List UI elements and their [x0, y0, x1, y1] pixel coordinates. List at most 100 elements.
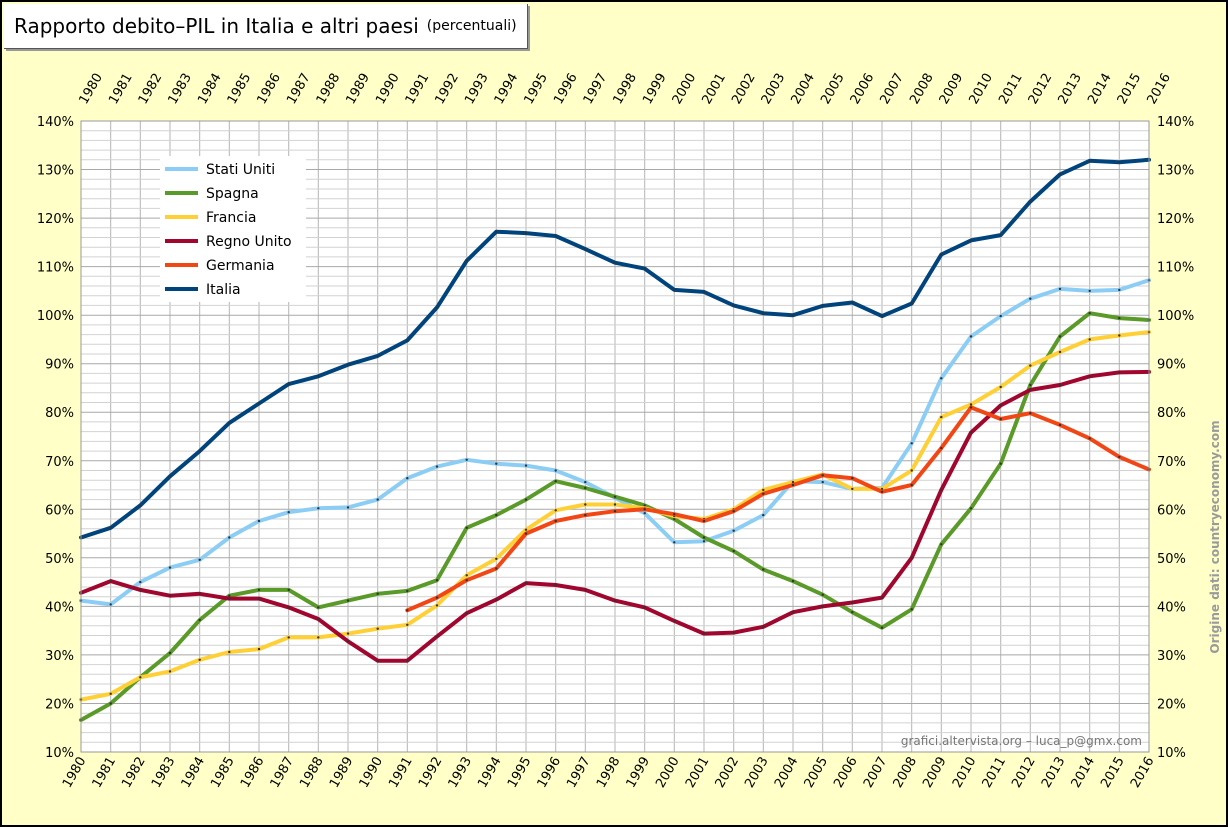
x-tick-label-bottom: 1982	[119, 755, 149, 791]
data-point-spagna	[317, 606, 320, 609]
legend-label: Regno Unito	[206, 234, 292, 250]
data-point-spagna	[109, 702, 112, 705]
data-point-spagna	[228, 594, 231, 597]
x-tick-label-bottom: 2008	[891, 755, 921, 791]
data-point-italia	[406, 339, 409, 342]
x-tick-label-bottom: 2007	[861, 755, 891, 791]
data-point-italia	[999, 233, 1002, 237]
x-tick-label-top: 1991	[403, 71, 433, 107]
data-point-regno-unito	[287, 606, 290, 609]
data-point-stati-uniti	[376, 498, 379, 501]
data-point-germania	[999, 417, 1002, 421]
data-point-stati-uniti	[910, 442, 913, 445]
y-tick-label-right: 120%	[1157, 212, 1194, 227]
data-point-francia	[495, 557, 498, 560]
data-point-regno-unito	[821, 605, 824, 608]
x-tick-label-bottom: 2005	[802, 755, 832, 791]
data-point-spagna	[643, 504, 646, 507]
data-point-francia	[1058, 350, 1062, 354]
data-point-spagna	[762, 568, 765, 571]
data-point-spagna	[1118, 316, 1121, 320]
data-point-stati-uniti	[969, 335, 973, 338]
data-point-regno-unito	[139, 588, 142, 592]
data-point-germania	[465, 579, 468, 582]
y-tick-label-right: 70%	[1157, 455, 1186, 470]
x-tick-label-bottom: 1985	[208, 755, 238, 791]
y-tick-label-left: 120%	[37, 212, 74, 227]
y-tick-label-left: 20%	[45, 697, 74, 712]
x-tick-label-top: 2014	[1085, 71, 1115, 107]
data-point-regno-unito	[732, 631, 735, 634]
y-tick-label-right: 30%	[1157, 649, 1186, 664]
data-point-spagna	[969, 507, 973, 510]
data-point-regno-unito	[999, 404, 1002, 407]
data-point-germania	[969, 406, 973, 409]
y-tick-label-left: 140%	[37, 115, 74, 130]
data-point-regno-unito	[168, 594, 172, 597]
x-tick-label-bottom: 2010	[950, 755, 980, 791]
y-axis-left: 10% 20% 30% 40% 50% 60% 70% 80% 90% 100% 110% 120% 1…	[37, 115, 74, 761]
data-point-italia	[910, 302, 913, 305]
data-point-spagna	[851, 611, 854, 614]
x-tick-label-bottom: 1986	[238, 755, 268, 791]
x-tick-label-top: 2013	[1055, 71, 1085, 107]
data-point-francia	[168, 670, 172, 673]
data-point-francia	[999, 385, 1002, 389]
data-point-germania	[1058, 423, 1062, 427]
x-tick-label-top: 1994	[492, 71, 522, 107]
data-point-francia	[940, 415, 943, 419]
data-point-germania	[880, 490, 884, 493]
data-point-regno-unito	[1088, 375, 1091, 378]
data-point-italia	[287, 382, 290, 386]
data-point-regno-unito	[880, 596, 884, 599]
data-point-spagna	[910, 608, 913, 611]
data-point-germania	[613, 510, 617, 513]
data-point-italia	[495, 230, 498, 233]
data-point-francia	[465, 574, 468, 577]
y-tick-label-right: 110%	[1157, 261, 1194, 276]
x-tick-label-bottom: 1996	[535, 755, 565, 791]
data-point-regno-unito	[346, 640, 350, 643]
data-point-germania	[910, 483, 913, 487]
data-point-stati-uniti	[1029, 297, 1032, 300]
data-point-germania	[524, 532, 528, 535]
data-point-francia	[287, 636, 290, 639]
data-point-stati-uniti	[317, 507, 320, 510]
x-tick-label-bottom: 2011	[980, 755, 1010, 791]
x-tick-label-bottom: 1981	[90, 755, 120, 791]
data-point-spagna	[346, 599, 350, 602]
x-tick-label-top: 1987	[284, 71, 314, 107]
data-point-francia	[910, 469, 913, 472]
x-tick-label-bottom: 2000	[653, 755, 683, 791]
data-point-spagna	[168, 651, 172, 655]
data-point-regno-unito	[673, 619, 676, 623]
x-tick-label-bottom: 1994	[475, 755, 505, 791]
data-point-stati-uniti	[673, 541, 676, 544]
legend-label: Francia	[206, 210, 256, 226]
x-tick-label-top: 1983	[165, 71, 195, 107]
data-point-spagna	[1058, 335, 1062, 338]
x-tick-label-bottom: 1995	[505, 755, 535, 791]
x-tick-label-bottom: 1991	[386, 755, 416, 791]
data-point-spagna	[198, 618, 201, 622]
x-tick-label-top: 1990	[373, 71, 403, 107]
data-point-spagna	[406, 589, 409, 593]
data-point-italia	[821, 304, 824, 308]
x-tick-label-top: 1985	[225, 71, 255, 107]
data-point-stati-uniti	[554, 469, 557, 472]
data-point-francia	[346, 632, 350, 635]
data-point-italia	[109, 526, 112, 529]
x-tick-label-top: 2004	[788, 71, 818, 107]
x-tick-label-bottom: 2016	[1128, 755, 1158, 791]
x-tick-label-bottom: 2012	[1009, 755, 1039, 791]
data-point-francia	[851, 487, 854, 491]
data-point-francia	[524, 528, 528, 531]
data-point-spagna	[1029, 383, 1032, 387]
data-point-stati-uniti	[1118, 288, 1121, 292]
data-point-spagna	[791, 579, 795, 583]
x-tick-label-top: 2000	[670, 71, 700, 107]
data-point-germania	[1118, 455, 1121, 459]
data-point-francia	[317, 636, 320, 639]
x-tick-label-top: 2001	[699, 71, 729, 107]
data-point-italia	[317, 375, 320, 378]
